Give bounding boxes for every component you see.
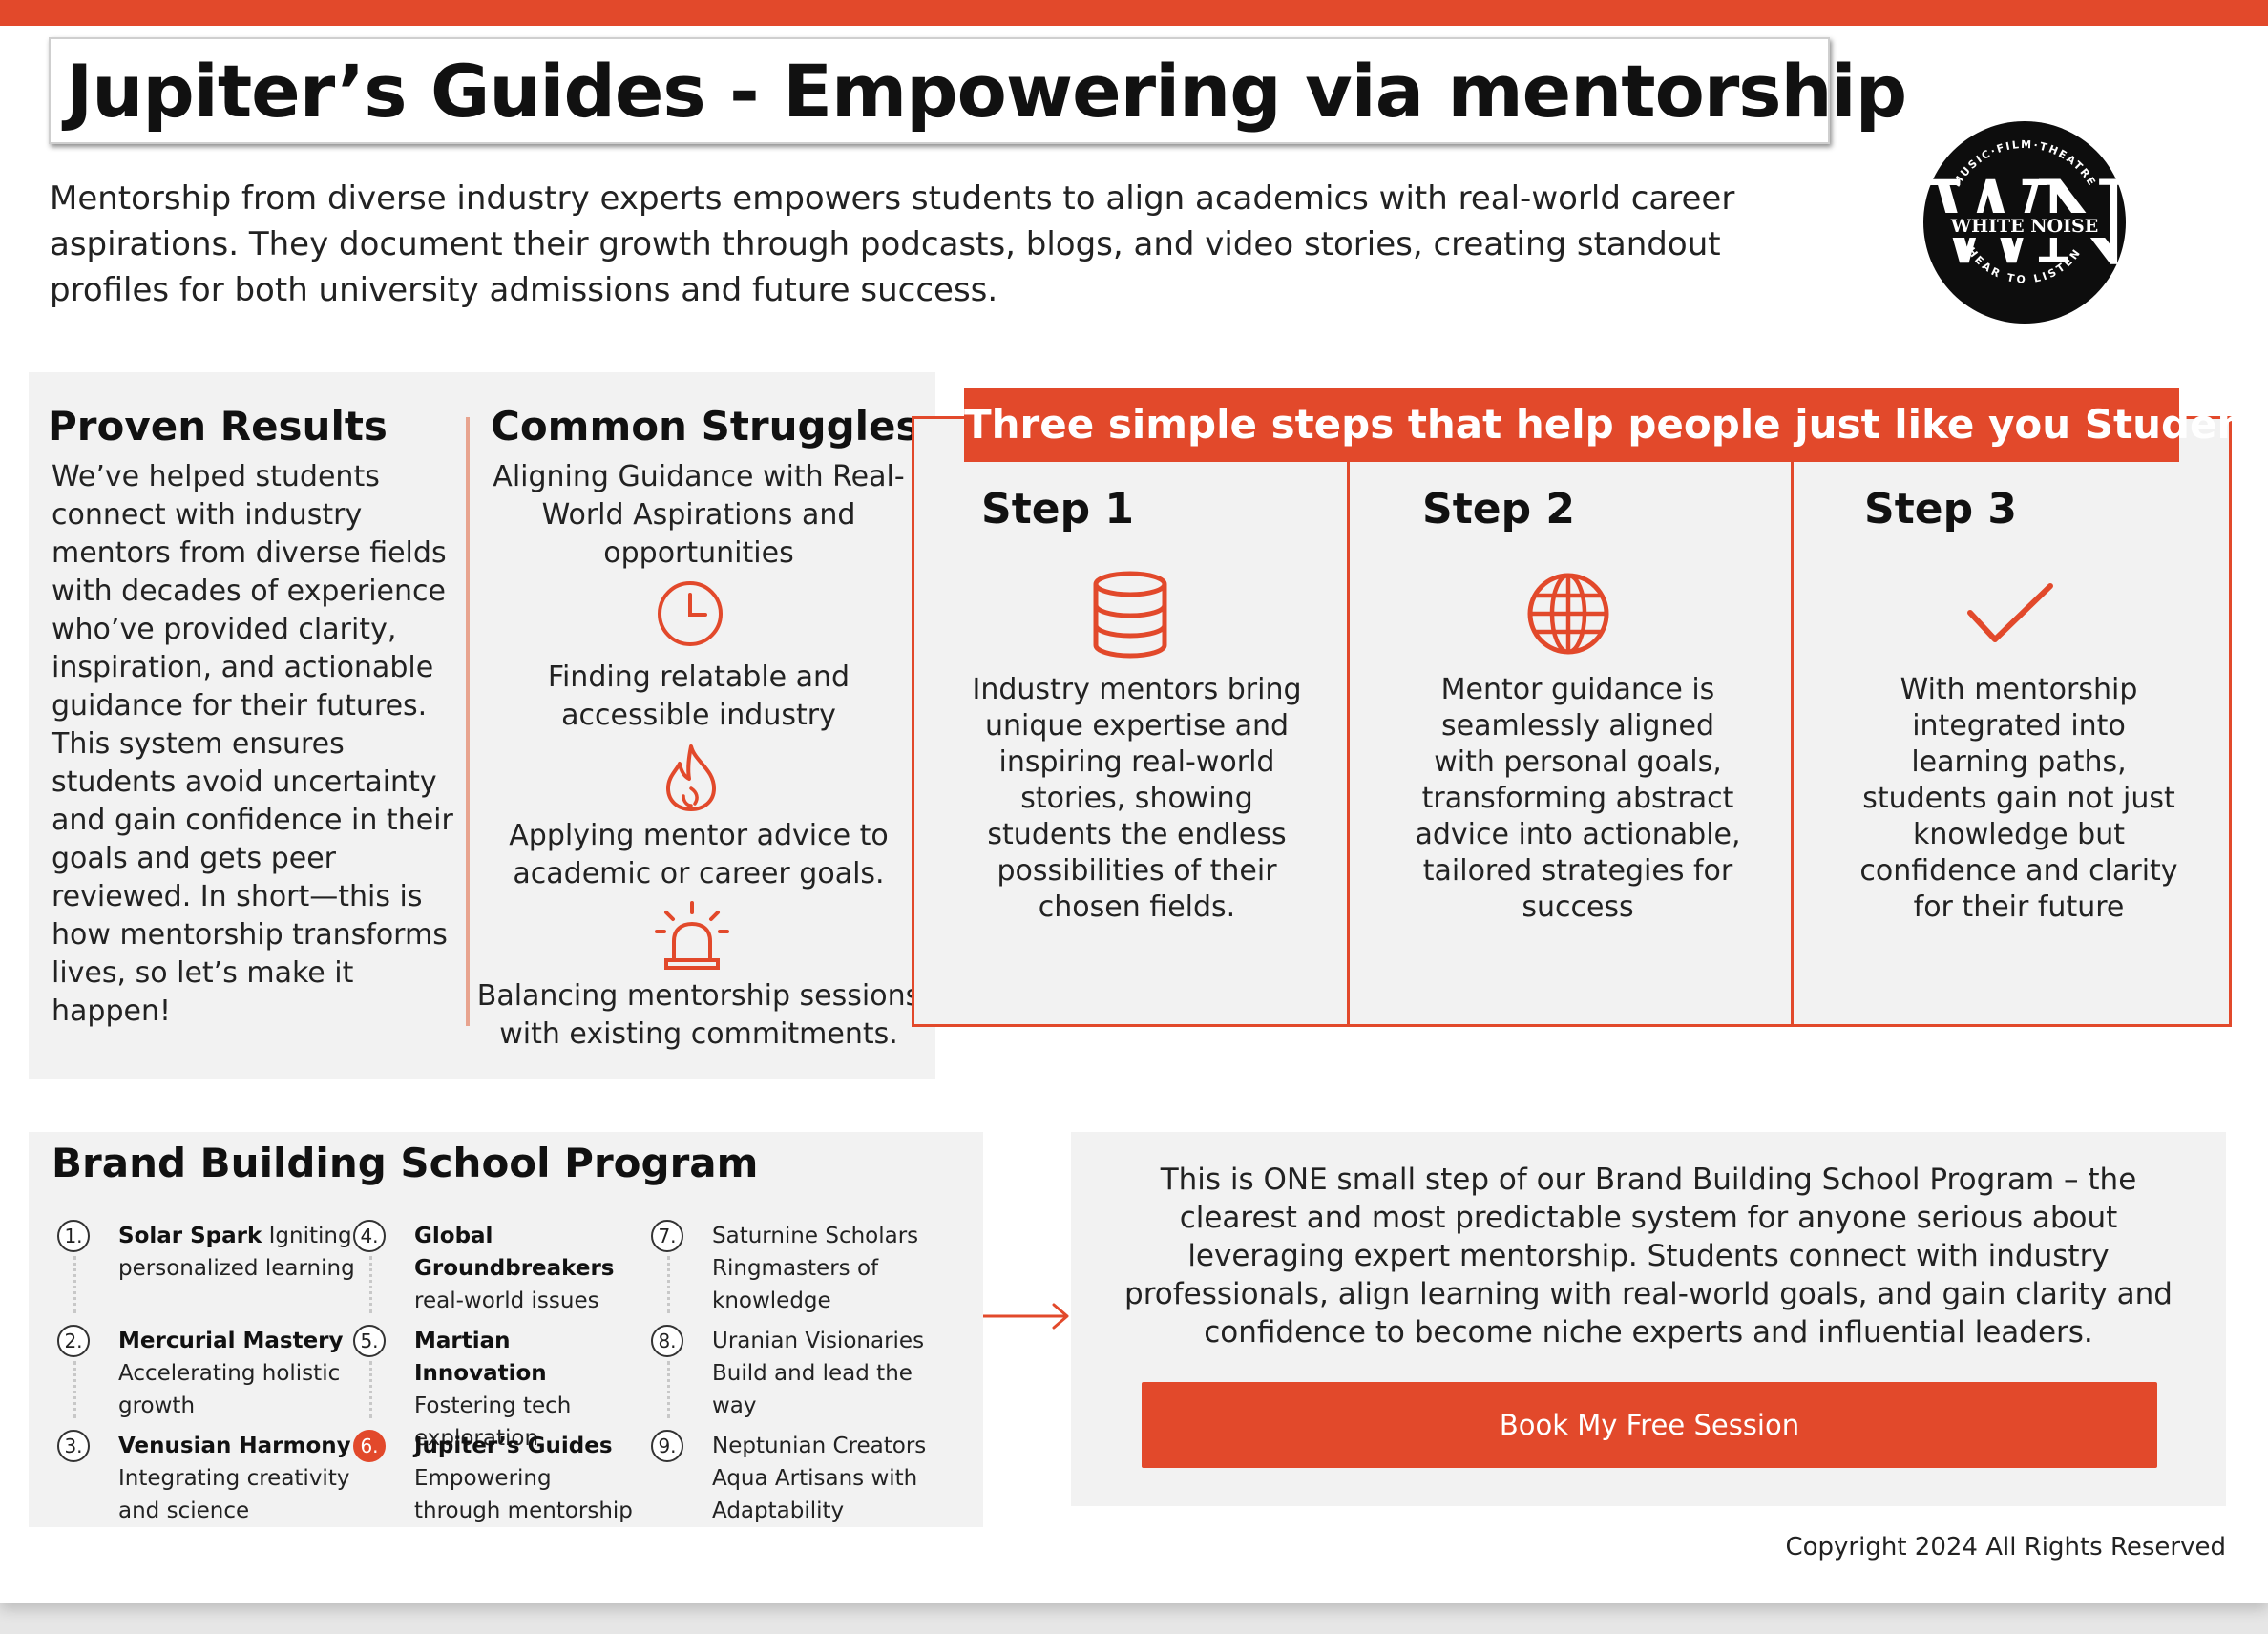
globe-icon — [1525, 571, 1611, 660]
check-icon — [1966, 582, 2054, 649]
proven-results-body: We’ve helped students connect with indus… — [52, 460, 453, 1028]
cta-panel: This is ONE small step of our Brand Buil… — [1071, 1132, 2226, 1506]
program-number-active: 6. — [353, 1430, 386, 1462]
step-2-title: Step 2 — [1422, 485, 1575, 534]
dotted-connector — [667, 1256, 670, 1313]
program-item-name: Solar Spark — [118, 1224, 262, 1248]
white-noise-logo: WN WHITE NOISE MUSIC·FILM·THEATRE HEAR T… — [1922, 119, 2142, 325]
program-number: 4. — [353, 1220, 386, 1252]
program-item: Solar Spark Igniting personalized learni… — [118, 1220, 367, 1285]
dotted-connector — [369, 1361, 372, 1418]
steps-banner: Three simple steps that help people just… — [964, 388, 2268, 462]
program-item-name: Global Groundbreakers — [414, 1224, 615, 1281]
program-item-name: Mercurial Mastery — [118, 1329, 344, 1353]
flame-icon — [661, 743, 722, 817]
step-1-body: Industry mentors bring unique expertise … — [972, 673, 1302, 924]
program-number: 7. — [651, 1220, 683, 1252]
program-item-desc: real-world issues — [414, 1288, 599, 1313]
cta-text: This is ONE small step of our Brand Buil… — [1124, 1163, 2173, 1350]
book-session-button[interactable]: Book My Free Session — [1142, 1382, 2157, 1468]
program-item-current: Jupiter’s Guides Empowering through ment… — [414, 1430, 643, 1527]
step-2-body: Mentor guidance is seamlessly aligned wi… — [1415, 673, 1741, 924]
top-accent-bar — [0, 0, 2268, 26]
dotted-connector — [369, 1256, 372, 1313]
program-item: Venusian Harmony Integrating creativity … — [118, 1430, 367, 1527]
struggle-item: Finding relatable and accessible industr… — [547, 660, 850, 732]
section-divider — [466, 417, 470, 1026]
program-item-desc: Fostering tech exploration — [414, 1393, 572, 1451]
program-title: Brand Building School Program — [52, 1140, 759, 1186]
program-item-desc: Accelerating holistic growth — [118, 1361, 341, 1418]
program-item-name: Martian Innovation — [414, 1329, 547, 1386]
program-item: Saturnine Scholars Ringmasters of knowle… — [712, 1224, 919, 1313]
program-number: 3. — [57, 1430, 90, 1462]
step-1-title: Step 1 — [981, 485, 1134, 534]
results-struggles-panel: Proven Results We’ve helped students con… — [29, 372, 935, 1079]
step-3-title: Step 3 — [1864, 485, 2017, 534]
copyright-text: Copyright 2024 All Rights Reserved — [1785, 1533, 2226, 1561]
page-title: Jupiter’s Guides - Empowering via mentor… — [66, 49, 1907, 134]
program-number: 5. — [353, 1325, 386, 1357]
logo-name: WHITE NOISE — [1950, 216, 2098, 237]
program-item: Global Groundbreakers real-world issues — [414, 1220, 643, 1317]
program-number: 1. — [57, 1220, 90, 1252]
dotted-connector — [74, 1361, 76, 1418]
program-item-desc: Igniting personalized learning — [118, 1224, 355, 1281]
program-item-name: Venusian Harmony — [118, 1434, 351, 1458]
step-divider — [1347, 462, 1350, 1027]
database-icon — [1090, 571, 1170, 662]
step-3-body: With mentorship integrated into learning… — [1859, 673, 2178, 924]
step-divider — [1791, 462, 1794, 1027]
program-number: 2. — [57, 1325, 90, 1357]
clock-icon — [655, 578, 725, 653]
dotted-connector — [74, 1256, 76, 1313]
program-item: Neptunian Creators Aqua Artisans with Ad… — [712, 1434, 927, 1523]
program-item: Mercurial Mastery Accelerating holistic … — [118, 1325, 367, 1422]
program-number: 9. — [651, 1430, 683, 1462]
proven-results-title: Proven Results — [48, 403, 388, 450]
program-panel: Brand Building School Program 1. Solar S… — [29, 1132, 983, 1527]
struggle-item: Aligning Guidance with Real-World Aspira… — [493, 460, 905, 570]
program-item-desc: Empowering through mentorship — [414, 1466, 633, 1523]
title-box: Jupiter’s Guides - Empowering via mentor… — [49, 37, 1907, 144]
alarm-icon — [655, 899, 729, 975]
arrow-right-icon — [981, 1302, 1071, 1334]
common-struggles-title: Common Struggles — [491, 403, 920, 450]
dotted-connector — [667, 1361, 670, 1418]
struggle-item: Applying mentor advice to academic or ca… — [509, 819, 889, 890]
program-item-desc: Integrating creativity and science — [118, 1466, 350, 1523]
intro-paragraph: Mentorship from diverse industry experts… — [50, 179, 1735, 309]
program-number: 8. — [651, 1325, 683, 1357]
program-item: Martian Innovation Fostering tech explor… — [414, 1325, 643, 1455]
program-item-name: Jupiter’s Guides — [414, 1434, 613, 1458]
struggle-item: Balancing mentorship sessions with exist… — [476, 979, 921, 1051]
program-item: Uranian Visionaries Build and lead the w… — [712, 1329, 925, 1418]
steps-frame — [912, 416, 2232, 1027]
